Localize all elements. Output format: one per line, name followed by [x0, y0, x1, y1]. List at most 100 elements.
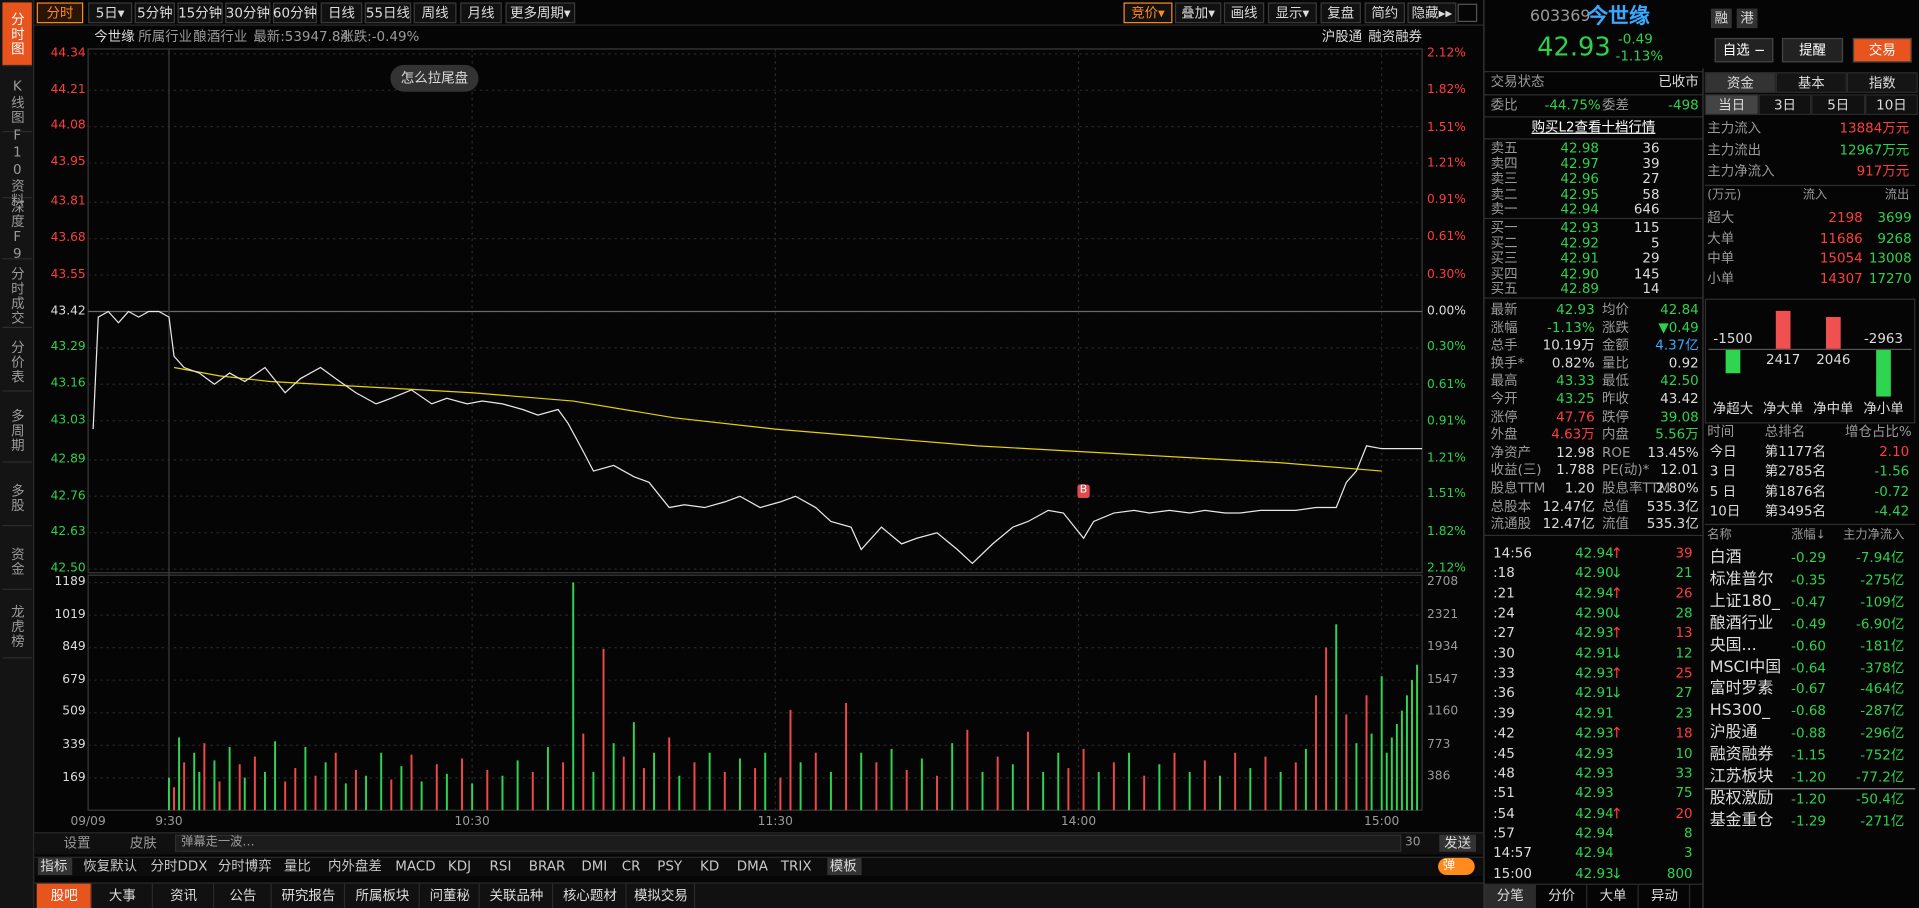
action-button-label[interactable]: 自选 −: [1722, 42, 1766, 59]
bottom-tab[interactable]: [627, 883, 696, 908]
side-tab-label[interactable]: 多股: [9, 483, 26, 513]
side-tab[interactable]: [2, 203, 32, 260]
bottom-tab-label[interactable]: 关联品种: [489, 887, 544, 904]
bottom-tab[interactable]: [214, 883, 272, 908]
period-tab[interactable]: [1864, 94, 1918, 116]
period-tab[interactable]: [1704, 94, 1759, 116]
bottom-tab[interactable]: [153, 883, 215, 908]
toolbar-button-label[interactable]: 周线: [421, 4, 449, 21]
toolbar-button-label[interactable]: 15分钟: [178, 4, 223, 21]
toolbar-button-label[interactable]: 5日▾: [95, 4, 125, 21]
toolbar-button[interactable]: [36, 2, 84, 24]
quote-tab-label[interactable]: 分笔: [1496, 887, 1524, 904]
sector-name[interactable]: 股权激励: [1709, 789, 1774, 808]
toolbar-button[interactable]: [460, 2, 502, 24]
bottom-tab[interactable]: [272, 883, 346, 908]
bottom-tab-label[interactable]: 资讯: [170, 887, 198, 904]
popup-text[interactable]: 怎么拉尾盘: [400, 70, 469, 87]
l2-link[interactable]: 购买L2查看十档行情: [1531, 119, 1656, 136]
sector-name[interactable]: 央国...: [1709, 636, 1757, 655]
indicator-tab[interactable]: BRAR: [528, 858, 566, 875]
side-tab-label[interactable]: 龙虎榜: [9, 604, 26, 649]
toolbar-button[interactable]: [413, 2, 457, 24]
toolbar-button[interactable]: [134, 2, 176, 24]
toolbar-button-label[interactable]: 叠加▾: [1181, 4, 1215, 21]
indicator-tab[interactable]: 恢复默认: [83, 858, 138, 875]
period-tab-label[interactable]: 当日: [1718, 96, 1746, 113]
quote-tab[interactable]: [1639, 884, 1691, 908]
send-label[interactable]: 发送: [1444, 835, 1472, 852]
period-tab-label[interactable]: 3日: [1773, 96, 1797, 113]
indicator-tab[interactable]: KD: [700, 858, 720, 875]
sector-name[interactable]: 融资融券: [1709, 745, 1774, 765]
funds-tab[interactable]: [1775, 72, 1847, 94]
side-tab[interactable]: [2, 470, 32, 527]
bottom-tab-label[interactable]: 核心题材: [562, 887, 617, 904]
toolbar-button[interactable]: [320, 2, 363, 24]
side-tab-label[interactable]: F10资料: [9, 127, 26, 209]
toolbar-button-label[interactable]: 竞价▾: [1131, 4, 1165, 21]
industry[interactable]: 酿酒行业: [193, 28, 248, 45]
toolbar-button[interactable]: [1407, 2, 1457, 24]
toolbar-button[interactable]: [272, 2, 317, 24]
side-tab-label[interactable]: 分时成交: [9, 266, 26, 326]
side-tab-label[interactable]: 深度F9: [9, 199, 26, 264]
sector-name[interactable]: HS300_: [1709, 701, 1771, 721]
indicator-tab[interactable]: DMA: [736, 858, 768, 875]
side-tab-label[interactable]: 多周期: [9, 408, 26, 453]
indicator-tab[interactable]: DMI: [581, 858, 608, 875]
indicator-tab[interactable]: PSY: [657, 858, 683, 875]
quote-tab[interactable]: [1484, 884, 1536, 908]
fullscreen-button[interactable]: [1457, 3, 1478, 23]
send-button[interactable]: [1439, 834, 1476, 852]
toolbar-button[interactable]: [1223, 2, 1265, 24]
side-tab[interactable]: [2, 2, 32, 67]
period-tab-label[interactable]: 5日: [1827, 96, 1850, 113]
indicator-tab[interactable]: MACD: [395, 858, 436, 875]
toolbar-button[interactable]: [364, 2, 412, 24]
danmu-input[interactable]: [175, 834, 1402, 852]
funds-tab-label[interactable]: 资金: [1726, 74, 1754, 91]
toolbar-button-label[interactable]: 分时: [46, 4, 74, 21]
indicator-tab[interactable]: 量比: [283, 858, 311, 875]
sector-name[interactable]: 上证180_: [1709, 592, 1780, 611]
bottom-tab-label[interactable]: 问董秘: [429, 887, 470, 904]
bottom-tab-label[interactable]: 所属板块: [355, 887, 410, 904]
toolbar-button[interactable]: [1123, 2, 1173, 24]
indicator-tab[interactable]: 指标: [40, 858, 68, 875]
toolbar-button[interactable]: [505, 2, 576, 24]
funds-tab-label[interactable]: 基本: [1797, 74, 1825, 91]
period-tab[interactable]: [1758, 94, 1812, 116]
bottom-tab[interactable]: [92, 883, 153, 908]
toolbar-button-label[interactable]: 日线: [327, 4, 355, 21]
sector-name[interactable]: 标准普尔: [1709, 570, 1774, 589]
indicator-tab[interactable]: TRIX: [780, 858, 812, 875]
period-tab[interactable]: [1811, 94, 1865, 116]
toolbar-button[interactable]: [1320, 2, 1361, 24]
funds-tab[interactable]: [1846, 72, 1918, 94]
side-tab[interactable]: [2, 264, 32, 328]
side-tab[interactable]: [2, 333, 32, 392]
sector-name[interactable]: 白酒: [1709, 548, 1742, 567]
bottom-tab-label[interactable]: 研究报告: [281, 887, 336, 904]
action-button[interactable]: [1852, 37, 1912, 63]
funds-tab-label[interactable]: 指数: [1868, 74, 1896, 91]
tag[interactable]: 沪股通: [1321, 28, 1363, 45]
danmu-toggle[interactable]: [1438, 857, 1475, 876]
action-button-label[interactable]: 提醒: [1799, 42, 1826, 59]
indicator-tab[interactable]: RSI: [489, 858, 512, 875]
action-button[interactable]: [1781, 37, 1844, 63]
toolbar-button-label[interactable]: 55日线: [365, 4, 410, 21]
bottom-tab[interactable]: [553, 883, 627, 908]
settings-button[interactable]: 设置: [63, 835, 91, 852]
skin-button[interactable]: 皮肤: [129, 835, 157, 852]
toolbar-button-label[interactable]: 简约: [1371, 4, 1399, 21]
toolbar-button-label[interactable]: 月线: [467, 4, 495, 21]
tag[interactable]: 融资融券: [1368, 28, 1423, 45]
toolbar-button[interactable]: [225, 2, 271, 24]
indicator-tab[interactable]: 模板: [829, 858, 857, 875]
side-tab[interactable]: [2, 595, 32, 659]
action-button[interactable]: [1714, 37, 1774, 63]
toolbar-button-label[interactable]: 更多周期▾: [510, 4, 571, 21]
toolbar-button[interactable]: [177, 2, 223, 24]
